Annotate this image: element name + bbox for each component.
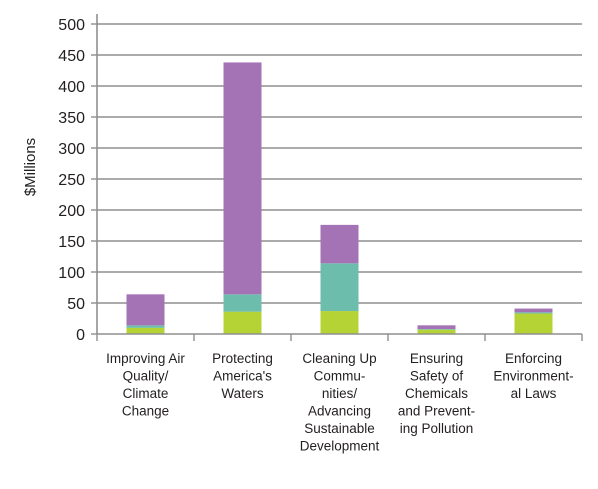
x-category-label-line: Commu- — [314, 369, 366, 384]
y-tick-label: 50 — [67, 296, 85, 313]
axes — [91, 14, 583, 341]
y-tick-label: 500 — [58, 17, 85, 34]
bar-segment — [126, 294, 165, 326]
x-category-label-line: Cleaning Up — [302, 351, 376, 366]
x-category-label-line: Chemicals — [405, 386, 468, 401]
x-category-label: Cleaning Up Commu-nities/Advancing Sustain… — [300, 351, 380, 454]
x-category-label: Improving Air Quality/Climate Change — [106, 351, 185, 419]
bar-segment — [320, 224, 359, 264]
x-category-label-line: Climate — [123, 386, 169, 401]
bar-segment — [320, 311, 359, 334]
x-category-label-line: Enforcing — [505, 351, 562, 366]
x-category-label-line: Ensuring — [410, 351, 463, 366]
x-category-label-line: and Prevent- — [398, 404, 475, 419]
x-category-label-line: Development — [300, 439, 380, 454]
bar-segment — [514, 308, 553, 313]
bar-segment — [417, 325, 456, 330]
y-tick-label: 300 — [58, 141, 85, 158]
x-category-label-line: Advancing — [308, 404, 371, 419]
x-category-label-line: al Laws — [511, 386, 557, 401]
x-category-label-line: Improving Air — [106, 351, 185, 366]
y-tick-label: 250 — [58, 172, 85, 189]
x-category-label: Protecting America's Waters — [212, 351, 273, 401]
x-category-label: Enforcing Environment-al Laws — [493, 351, 573, 401]
bar-segment — [514, 313, 553, 334]
y-tick-label: 200 — [58, 203, 85, 220]
x-category-label-line: Protecting — [212, 351, 273, 366]
x-category-label-line: ing Pollution — [400, 421, 474, 436]
gridlines — [97, 23, 582, 304]
y-tick-labels: 0 50 100 150 200 250 300 350 400 450 500 — [58, 17, 85, 344]
bar-segment — [417, 329, 456, 334]
x-category-label-line: nities/ — [322, 386, 358, 401]
bar-segment — [417, 329, 456, 330]
y-tick-label: 100 — [58, 265, 85, 282]
y-tick-label: 150 — [58, 234, 85, 251]
bar-segment — [126, 325, 165, 328]
bar-segment — [223, 294, 262, 312]
bar-segment — [223, 62, 262, 295]
bar-segment — [514, 312, 553, 314]
x-category-labels: Improving Air Quality/Climate Change Protec… — [106, 351, 574, 454]
x-category-label-line: Sustainable — [304, 421, 375, 436]
y-axis-label: $Millions — [22, 138, 39, 196]
y-tick-label: 400 — [58, 79, 85, 96]
x-category-label-line: Environment- — [493, 369, 573, 384]
x-category-label-line: Quality/ — [123, 369, 169, 384]
bar-segment — [126, 327, 165, 334]
bar-segment — [320, 263, 359, 312]
y-tick-label: 0 — [76, 327, 85, 344]
x-category-label-line: Waters — [221, 386, 264, 401]
y-tick-label: 350 — [58, 110, 85, 127]
y-tick-label: 450 — [58, 48, 85, 65]
bars — [126, 62, 553, 334]
x-category-label-line: America's — [213, 369, 272, 384]
x-category-label: Ensuring Safety of Chemicals and Prevent-in… — [398, 351, 475, 436]
x-category-label-line: Change — [122, 404, 169, 419]
x-category-label-line: Safety of — [410, 369, 464, 384]
bar-segment — [223, 311, 262, 334]
